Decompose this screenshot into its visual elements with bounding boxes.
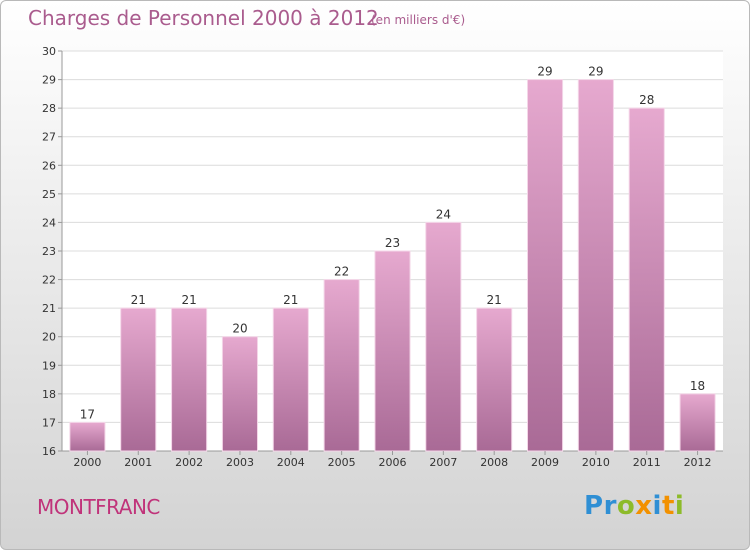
x-tick-label-2008: 2008 <box>480 456 508 469</box>
commune-name: MONTFRANC <box>37 495 160 519</box>
y-tick-label: 20 <box>42 331 56 344</box>
value-label-2001: 21 <box>131 293 146 307</box>
value-label-2010: 29 <box>588 65 603 79</box>
x-tick-label-2003: 2003 <box>226 456 254 469</box>
x-tick-label-2004: 2004 <box>277 456 305 469</box>
value-label-2006: 23 <box>385 236 400 250</box>
bar-2002 <box>171 307 208 452</box>
y-tick-label: 22 <box>42 274 56 287</box>
logo-letter: P <box>584 491 604 521</box>
x-tick-label-2000: 2000 <box>73 456 101 469</box>
proxiti-logo: Proxiti <box>584 491 684 521</box>
y-tick-label: 16 <box>42 445 56 458</box>
logo-letter: r <box>603 491 617 521</box>
bar-2006 <box>374 250 411 452</box>
bar-2003 <box>221 336 259 452</box>
logo-letter: i <box>652 491 662 521</box>
y-tick-label: 19 <box>42 359 56 372</box>
y-tick-label: 27 <box>42 131 56 144</box>
y-tick-label: 23 <box>42 245 56 258</box>
value-label-2012: 18 <box>690 379 705 393</box>
x-tick-label-2007: 2007 <box>429 456 457 469</box>
logo-letter: t <box>661 491 675 521</box>
x-tick-label-2012: 2012 <box>684 456 712 469</box>
y-tick-label: 28 <box>42 102 56 115</box>
chart-title: Charges de Personnel 2000 à 2012 <box>28 6 379 30</box>
value-label-2004: 21 <box>283 293 298 307</box>
logo-letter: o <box>616 491 636 521</box>
y-tick-label: 30 <box>42 45 56 58</box>
y-tick-label: 26 <box>42 159 56 172</box>
value-label-2009: 29 <box>537 65 552 79</box>
logo-letter: i <box>674 491 685 521</box>
y-tick-label: 29 <box>42 74 56 87</box>
value-label-2005: 22 <box>334 265 349 279</box>
value-label-2002: 21 <box>181 293 196 307</box>
bar-2009 <box>526 79 564 452</box>
bar-2012 <box>679 393 716 452</box>
bar-2011 <box>628 107 665 452</box>
x-tick-label-2006: 2006 <box>379 456 407 469</box>
value-label-2007: 24 <box>436 207 451 221</box>
y-tick-label: 18 <box>42 388 56 401</box>
bar-2005 <box>323 279 360 452</box>
bar-2004 <box>272 307 309 452</box>
y-tick-label: 25 <box>42 188 56 201</box>
bar-2008 <box>476 307 513 452</box>
x-tick-label-2011: 2011 <box>633 456 661 469</box>
value-label-2003: 20 <box>232 322 247 336</box>
y-tick-label: 21 <box>42 302 56 315</box>
x-tick-label-2005: 2005 <box>328 456 356 469</box>
x-tick-label-2010: 2010 <box>582 456 610 469</box>
x-tick-label-2001: 2001 <box>124 456 152 469</box>
bar-2007 <box>425 221 462 452</box>
bar-2000 <box>69 421 106 452</box>
chart-subtitle: (en milliers d'€) <box>371 13 466 27</box>
value-label-2000: 17 <box>80 407 95 421</box>
logo-letter: x <box>635 491 653 521</box>
y-tick-label: 24 <box>42 216 56 229</box>
value-label-2011: 28 <box>639 93 654 107</box>
y-tick-label: 17 <box>42 416 56 429</box>
x-tick-label-2009: 2009 <box>531 456 559 469</box>
value-label-2008: 21 <box>487 293 502 307</box>
bar-2001 <box>120 307 157 452</box>
x-tick-label-2002: 2002 <box>175 456 203 469</box>
bar-2010 <box>577 79 614 452</box>
